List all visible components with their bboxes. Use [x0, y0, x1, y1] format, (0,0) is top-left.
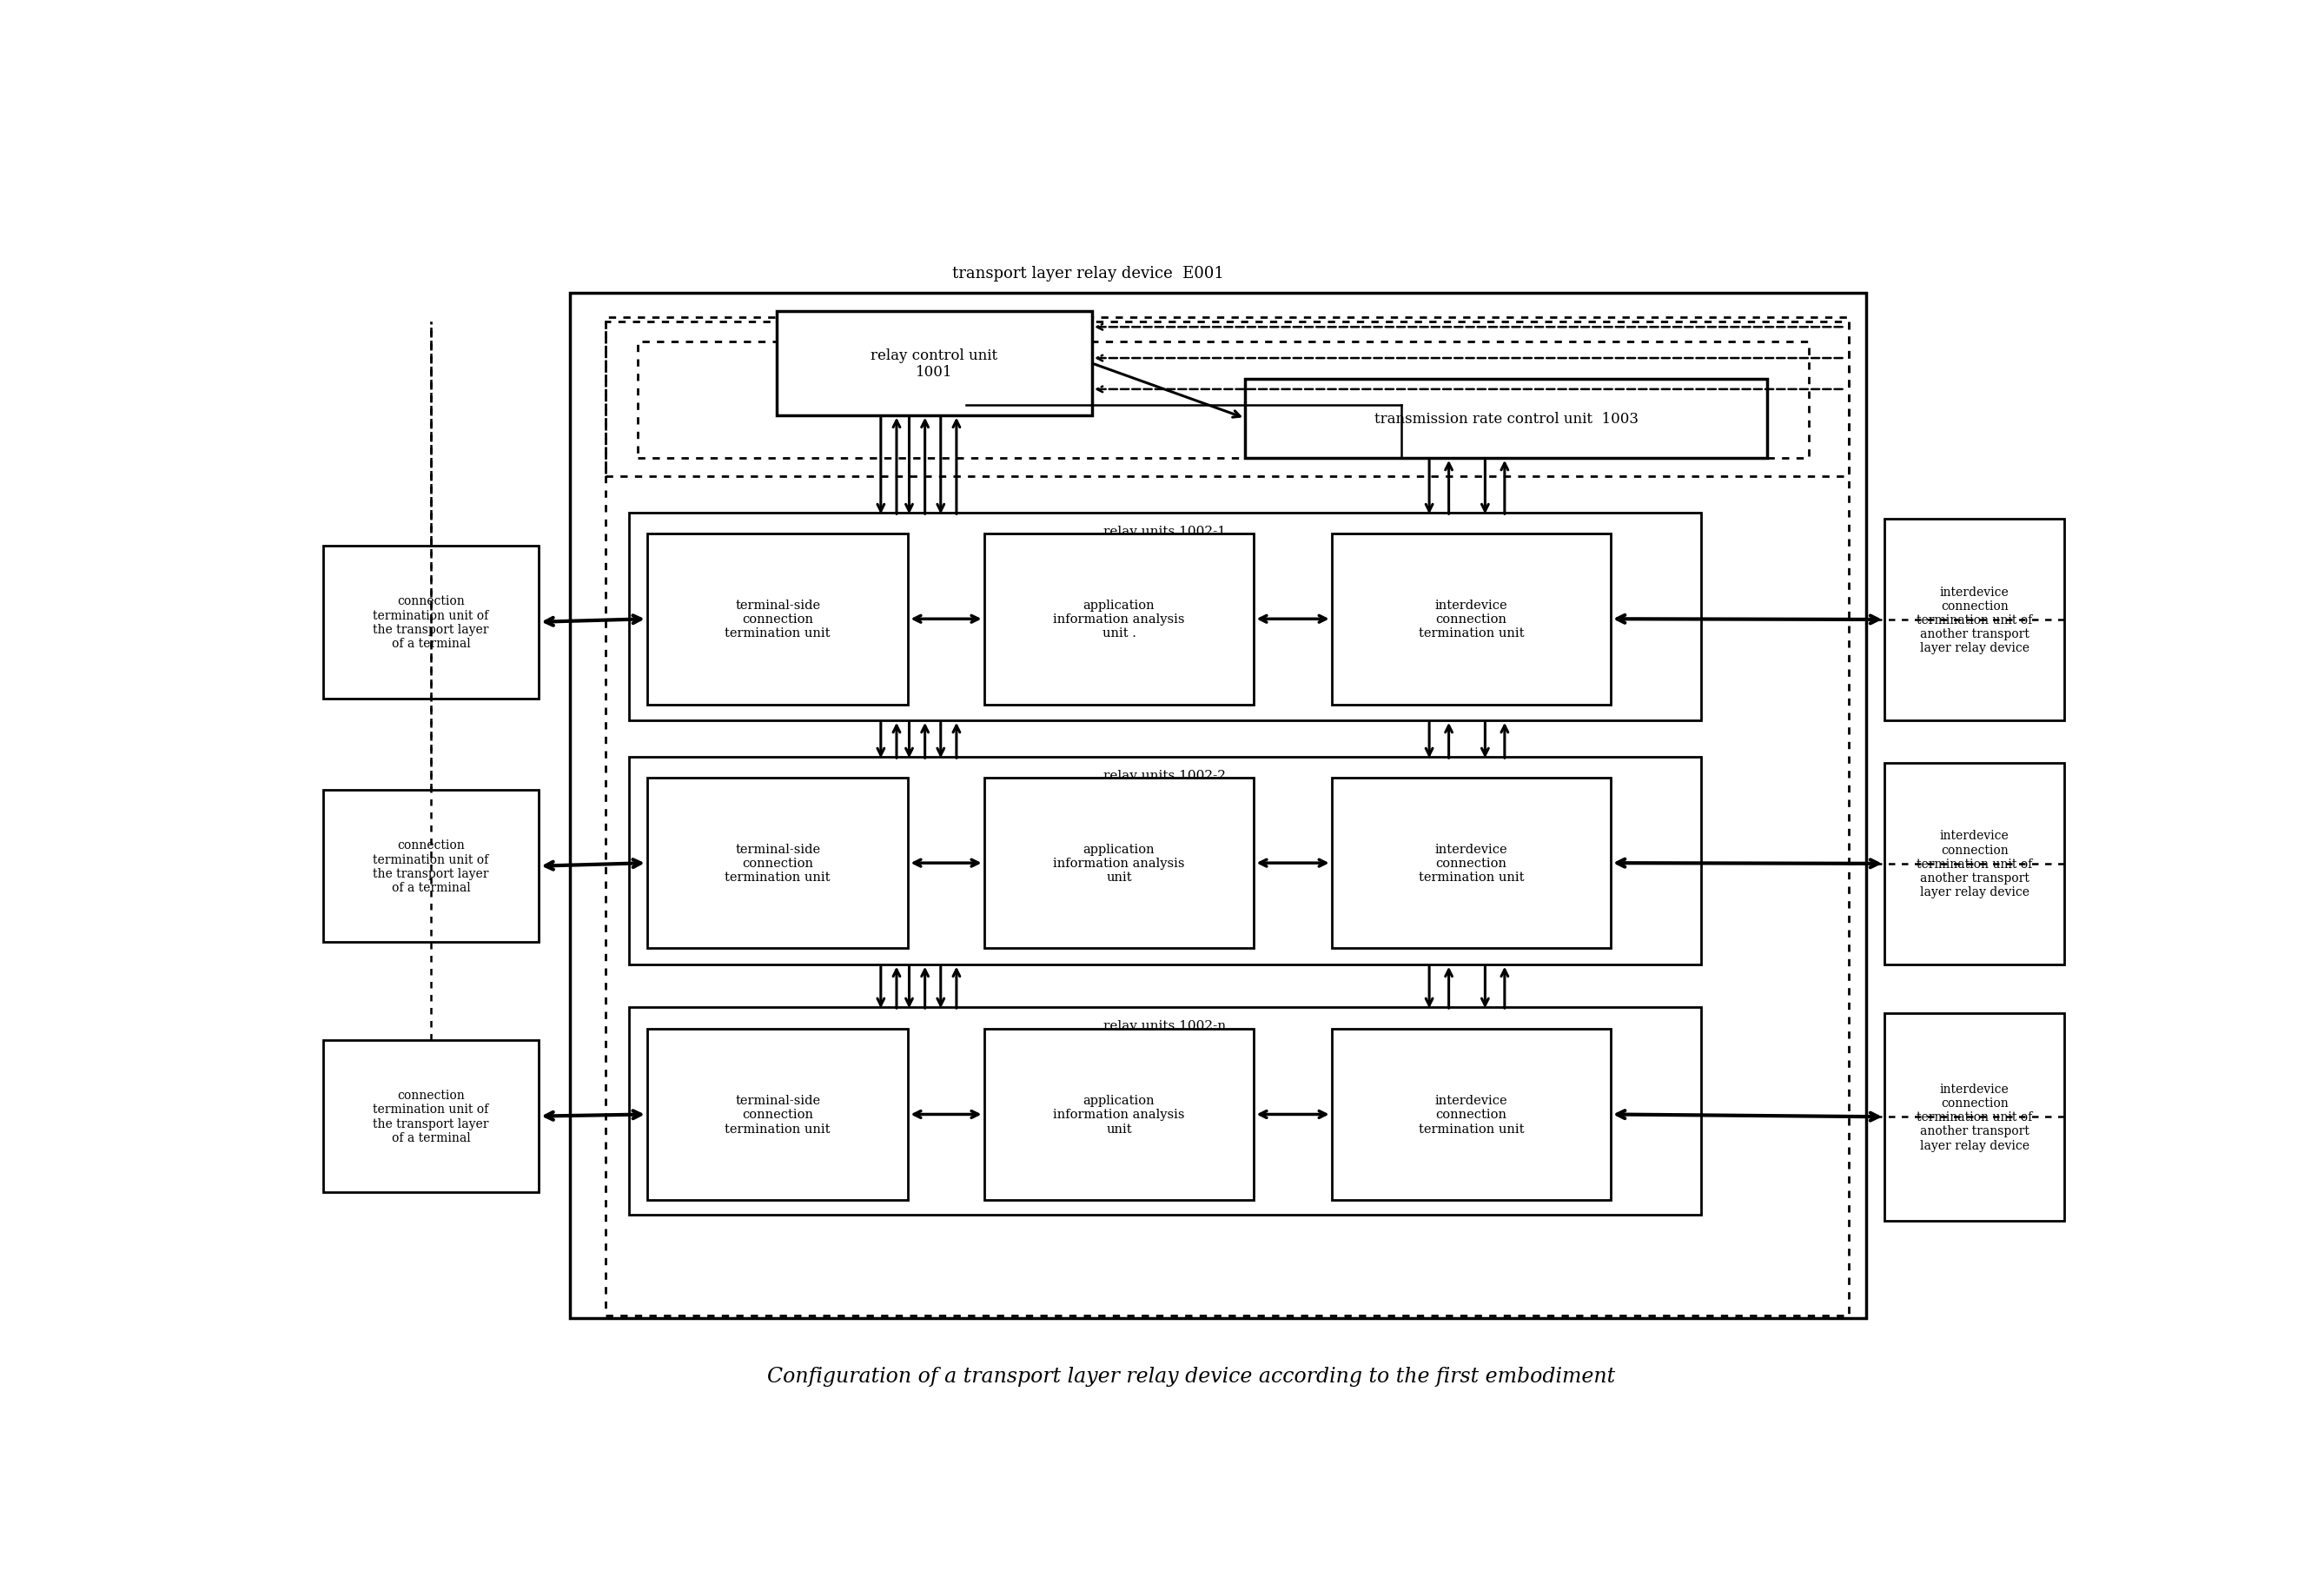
Bar	[646, 778, 909, 949]
Text: relay units 1002-n: relay units 1002-n	[1104, 1020, 1227, 1031]
Bar	[1246, 379, 1766, 458]
Text: connection
termination unit of
the transport layer
of a terminal: connection termination unit of the trans…	[372, 840, 488, 893]
Bar	[776, 312, 1092, 415]
Bar	[646, 534, 909, 705]
Bar	[1885, 763, 2064, 965]
Text: terminal-side
connection
termination unit: terminal-side connection termination uni…	[725, 1095, 830, 1134]
Text: interdevice
connection
termination unit of
another transport
layer relay device: interdevice connection termination unit …	[1917, 1083, 2034, 1152]
Text: relay control unit
1001: relay control unit 1001	[872, 348, 997, 380]
Text: connection
termination unit of
the transport layer
of a terminal: connection termination unit of the trans…	[372, 596, 488, 649]
Bar	[323, 790, 539, 942]
Bar	[983, 534, 1255, 705]
Bar	[323, 546, 539, 699]
Text: interdevice
connection
termination unit of
another transport
layer relay device: interdevice connection termination unit …	[1917, 830, 2034, 898]
Bar	[983, 778, 1255, 949]
Text: relay units 1002-1: relay units 1002-1	[1104, 526, 1227, 537]
Bar	[630, 1007, 1701, 1215]
Bar	[1332, 1030, 1611, 1201]
Text: interdevice
connection
termination unit of
another transport
layer relay device: interdevice connection termination unit …	[1917, 586, 2034, 654]
Text: connection
termination unit of
the transport layer
of a terminal: connection termination unit of the trans…	[372, 1090, 488, 1144]
Bar	[639, 342, 1808, 458]
Bar	[1332, 534, 1611, 705]
Bar	[983, 1030, 1255, 1201]
Bar	[1332, 778, 1611, 949]
Text: Configuration of a transport layer relay device according to the first embodimen: Configuration of a transport layer relay…	[767, 1365, 1615, 1386]
Bar	[1885, 520, 2064, 721]
Text: interdevice
connection
termination unit: interdevice connection termination unit	[1418, 843, 1525, 884]
Text: relay units 1002-2: relay units 1002-2	[1104, 770, 1227, 781]
Text: transmission rate control unit  1003: transmission rate control unit 1003	[1373, 412, 1638, 426]
Bar	[630, 757, 1701, 965]
Text: terminal-side
connection
termination unit: terminal-side connection termination uni…	[725, 843, 830, 884]
Text: application
information analysis
unit: application information analysis unit	[1053, 1095, 1185, 1134]
Bar	[607, 322, 1848, 1316]
Bar	[607, 318, 1848, 477]
Bar	[630, 513, 1701, 721]
Text: application
information analysis
unit .: application information analysis unit .	[1053, 599, 1185, 640]
Bar	[1885, 1014, 2064, 1221]
Bar	[569, 293, 1866, 1318]
Bar	[646, 1030, 909, 1201]
Text: terminal-side
connection
termination unit: terminal-side connection termination uni…	[725, 599, 830, 640]
Text: interdevice
connection
termination unit: interdevice connection termination unit	[1418, 1095, 1525, 1134]
Bar	[323, 1041, 539, 1193]
Text: interdevice
connection
termination unit: interdevice connection termination unit	[1418, 599, 1525, 640]
Text: transport layer relay device  E001: transport layer relay device E001	[953, 266, 1225, 282]
Text: application
information analysis
unit: application information analysis unit	[1053, 843, 1185, 884]
